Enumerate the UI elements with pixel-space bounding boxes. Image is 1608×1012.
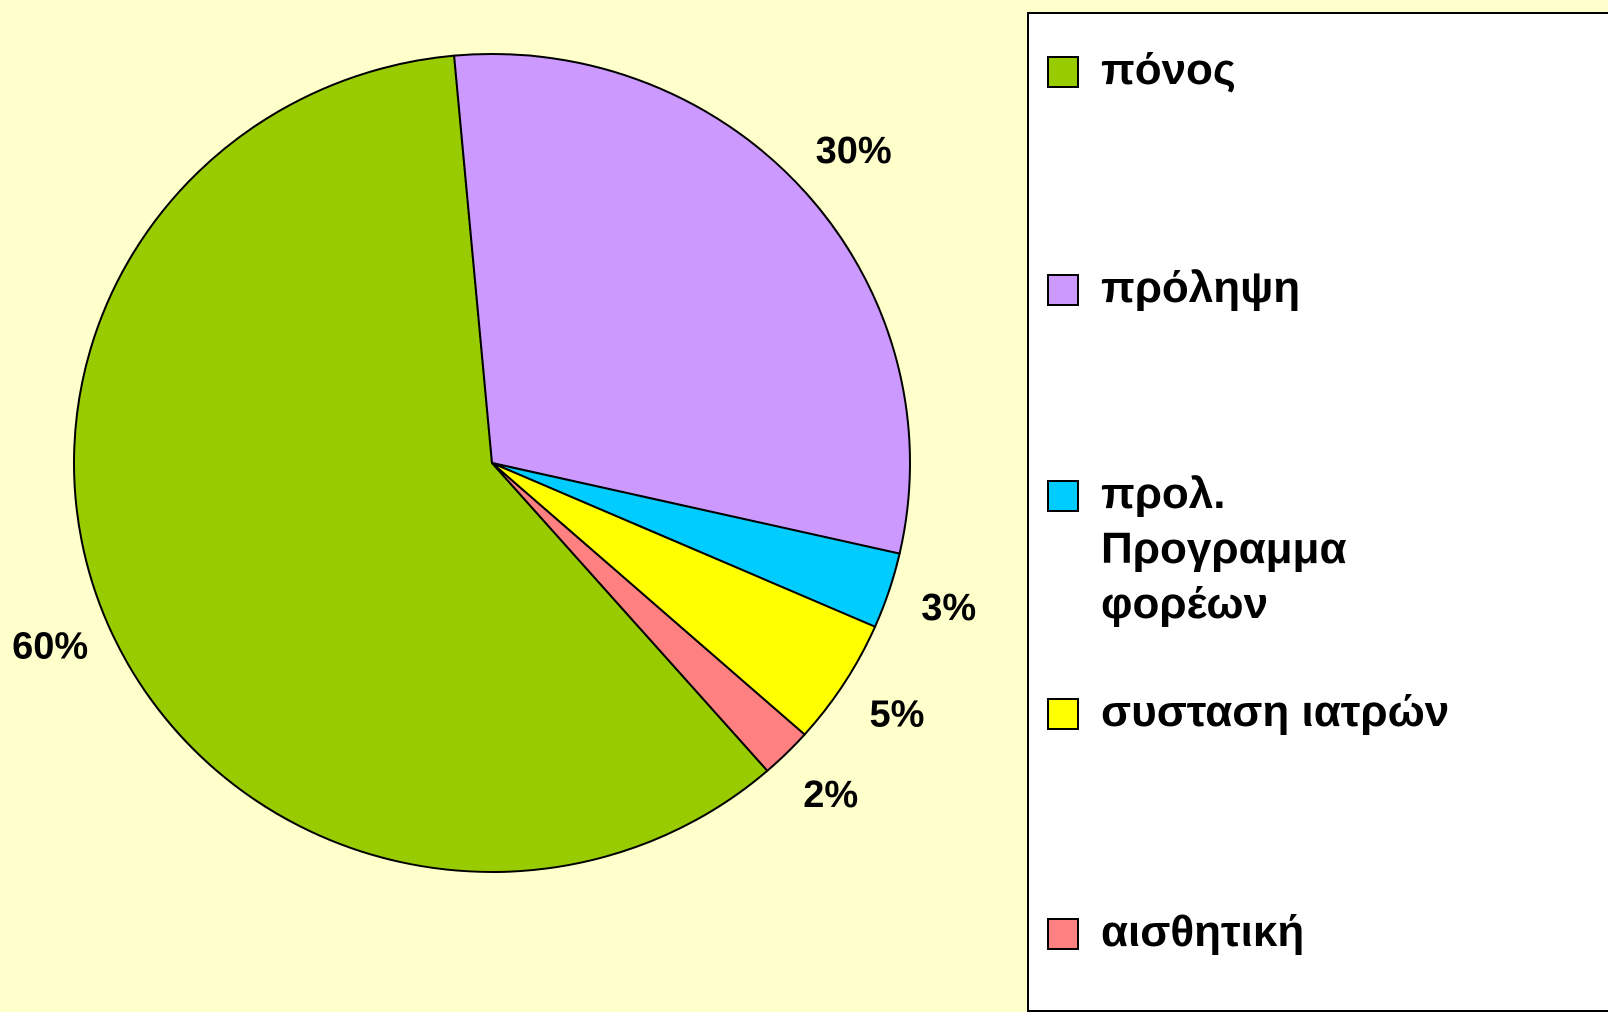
legend-label: πόνος: [1101, 45, 1236, 94]
pie-slice: [73, 54, 769, 873]
legend-item: πρόληψη: [1047, 260, 1300, 315]
legend-swatch: [1047, 698, 1079, 730]
legend: πόνος πρόληψη προλ. Προγραμμα φορέων συστασ…: [1027, 12, 1608, 1012]
legend-label: προλ. Προγραμμα φορέων: [1101, 469, 1347, 628]
legend-label: συσταση ιατρών: [1101, 687, 1450, 736]
legend-item: αισθητική: [1047, 904, 1304, 959]
data-label: 60%: [12, 625, 88, 667]
data-label: 5%: [870, 693, 925, 735]
data-label: 2%: [803, 774, 858, 816]
legend-label: αισθητική: [1101, 907, 1305, 956]
data-label: 3%: [921, 587, 976, 629]
legend-swatch: [1047, 918, 1079, 950]
pie-slice: [453, 53, 911, 555]
legend-item: προλ. Προγραμμα φορέων: [1047, 466, 1347, 631]
legend-item: συσταση ιατρών: [1047, 684, 1449, 739]
chart: 60% 30% 3% 5% 2%: [12, 53, 976, 873]
pie-slice: [491, 462, 807, 773]
page: {"chart_data": {"type": "pie", "series":…: [12, 12, 1608, 1012]
legend-swatch: [1047, 56, 1079, 88]
legend-label: πρόληψη: [1101, 263, 1301, 312]
legend-swatch: [1047, 274, 1079, 306]
legend-swatch: [1047, 480, 1079, 512]
legend-item: πόνος: [1047, 42, 1236, 97]
data-label: 30%: [816, 130, 892, 172]
